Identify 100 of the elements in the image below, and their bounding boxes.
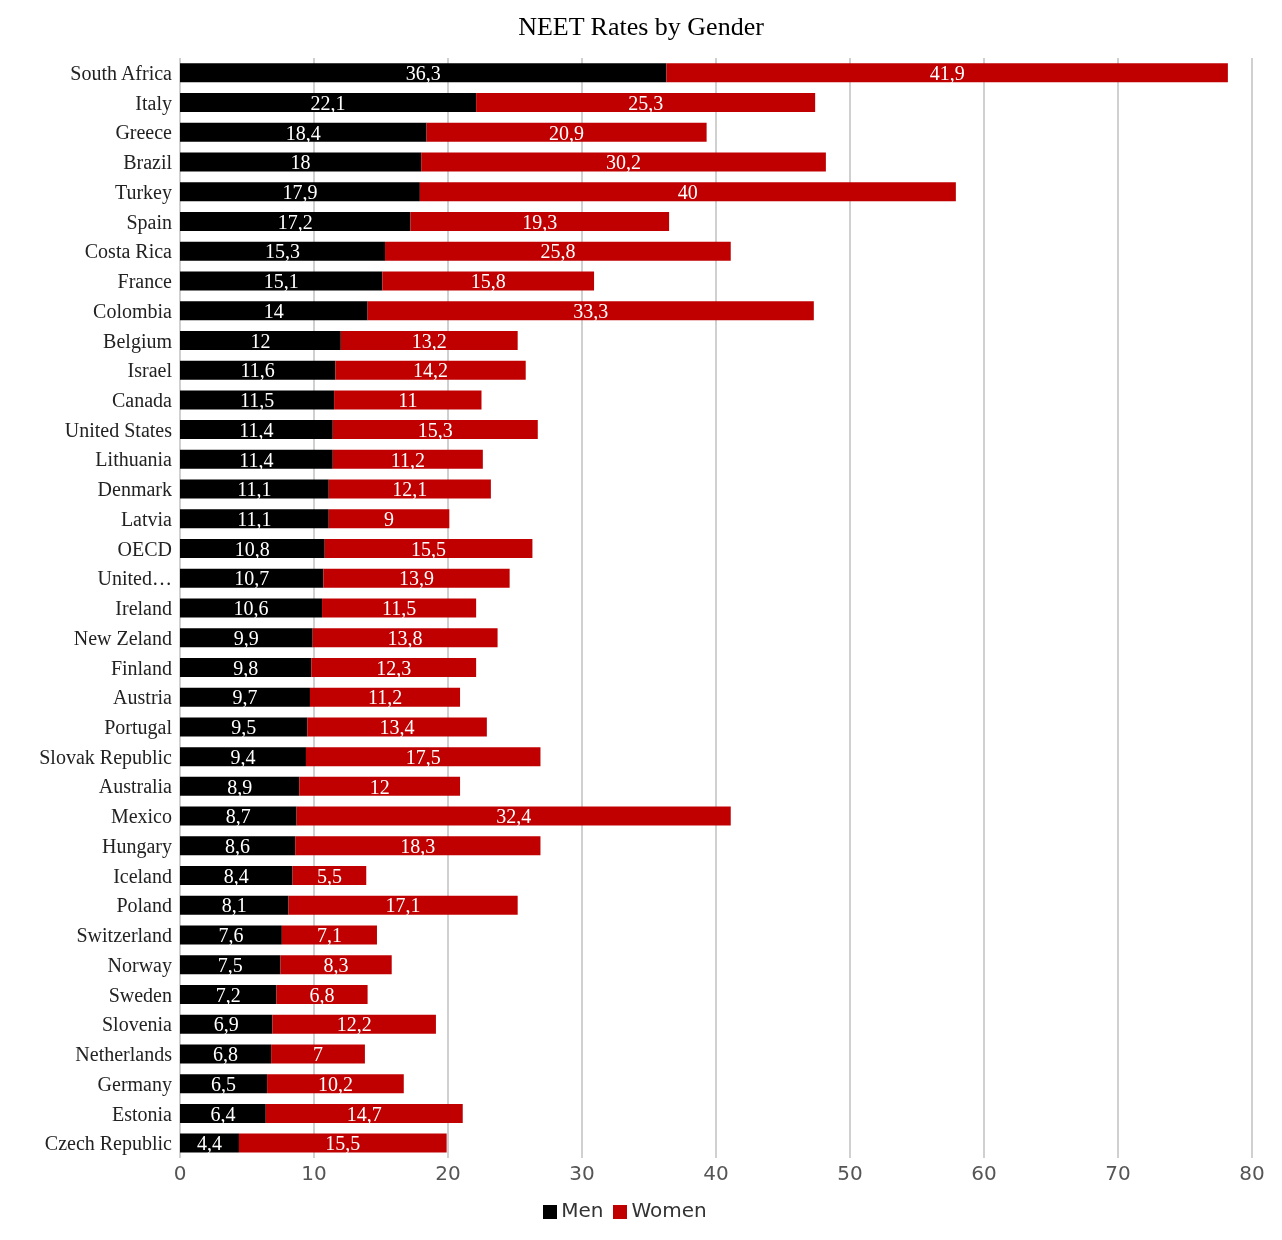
y-tick-label: Lithuania [95, 448, 173, 471]
bar [180, 925, 282, 945]
bar [307, 717, 487, 737]
y-tick-label: Brazil [123, 151, 173, 174]
bar [180, 984, 277, 1004]
y-tick-label: Spain [126, 210, 172, 234]
bar [328, 509, 450, 529]
data-label: 10,2 [317, 1072, 353, 1095]
bar [180, 301, 368, 321]
x-tick-label: 70 [1105, 1161, 1131, 1186]
bar [180, 1103, 266, 1123]
data-label: 8,6 [225, 835, 251, 858]
bar [180, 479, 329, 499]
bar [281, 925, 377, 945]
x-tick-label: 40 [703, 1161, 729, 1186]
y-tick-label: Estonia [112, 1102, 173, 1125]
data-label: 4,4 [196, 1132, 222, 1155]
y-tick-label: Slovak Republic [39, 745, 173, 769]
data-label: 36,3 [405, 62, 441, 85]
bar [276, 984, 368, 1004]
bar [180, 93, 477, 113]
bar [312, 628, 498, 648]
bar [180, 598, 323, 618]
data-label: 18,4 [285, 121, 321, 144]
data-label: 18,3 [400, 835, 436, 858]
data-label: 18 [290, 151, 311, 174]
chart-title: NEET Rates by Gender [517, 11, 765, 43]
data-label: 15,1 [263, 270, 299, 293]
bar [180, 1074, 268, 1094]
data-label: 11,1 [237, 478, 272, 501]
y-tick-label: Australia [98, 775, 173, 798]
data-label: 15,3 [417, 418, 453, 441]
x-tick-label: 20 [435, 1161, 461, 1186]
y-tick-label: New Zeland [73, 626, 172, 649]
bar [180, 63, 667, 83]
y-tick-label: Hungary [102, 834, 172, 858]
bar [410, 212, 670, 231]
bar [180, 717, 308, 737]
y-tick-label: Czech Republic [44, 1132, 173, 1156]
bar [180, 657, 312, 677]
data-label: 13,2 [411, 329, 447, 352]
bar [180, 806, 297, 826]
y-tick-label: Israel [127, 359, 173, 382]
y-tick-label: Mexico [110, 805, 172, 828]
legend-label: Men [561, 1198, 604, 1222]
bar [272, 1014, 436, 1034]
y-tick-label: Sweden [108, 983, 172, 1006]
data-label: 14,2 [413, 359, 449, 382]
data-label: 9,8 [233, 656, 259, 679]
y-tick-label: OECD [117, 537, 172, 560]
data-label: 9 [384, 508, 395, 530]
data-label: 9,4 [230, 745, 256, 768]
bar [180, 122, 427, 142]
data-label: 15,8 [470, 270, 506, 293]
data-label: 15,5 [411, 537, 447, 560]
bar [322, 598, 477, 618]
x-tick-label: 60 [971, 1161, 997, 1186]
data-label: 20,9 [549, 121, 585, 144]
bar [426, 122, 707, 142]
y-tick-label: Netherlands [75, 1043, 173, 1066]
bar [419, 182, 956, 202]
data-label: 25,3 [628, 91, 664, 114]
bar [180, 539, 325, 559]
data-label: 9,5 [231, 716, 257, 739]
data-label: 6,9 [213, 1013, 239, 1036]
data-label: 10,7 [234, 567, 270, 590]
bar [332, 420, 538, 440]
y-tick-label: Portugal [104, 716, 173, 740]
y-tick-label: Finland [110, 656, 172, 679]
y-tick-label: Latvia [120, 507, 173, 530]
data-label: 13,8 [387, 626, 423, 649]
bar [280, 955, 392, 975]
y-tick-label: Turkey [114, 180, 172, 204]
data-label: 15,5 [325, 1132, 361, 1155]
data-label: 17,2 [277, 210, 313, 233]
data-label: 11,4 [239, 418, 274, 441]
y-tick-label: Iceland [113, 864, 172, 887]
bar [180, 449, 333, 469]
y-tick-label: Colombia [93, 299, 173, 322]
bar [180, 212, 411, 231]
y-tick-label: Italy [135, 91, 172, 115]
x-tick-label: 30 [569, 1161, 595, 1186]
bar [180, 747, 306, 767]
legend-label: Women [631, 1198, 707, 1222]
data-label: 22,1 [310, 91, 346, 114]
data-label: 41,9 [929, 62, 965, 85]
bar [180, 836, 296, 856]
bar [238, 1133, 447, 1153]
data-label: 12,2 [336, 1013, 372, 1036]
data-label: 10,6 [233, 597, 269, 620]
data-label: 15,3 [265, 240, 301, 263]
data-label: 14 [263, 299, 284, 322]
data-label: 25,8 [540, 240, 576, 263]
data-label: 12 [250, 329, 271, 352]
bar [265, 1103, 463, 1123]
data-label: 7 [313, 1043, 324, 1066]
data-label: 11,2 [367, 686, 403, 709]
data-label: 32,4 [496, 805, 532, 828]
data-label: 6,8 [309, 983, 335, 1006]
bar [180, 241, 386, 261]
